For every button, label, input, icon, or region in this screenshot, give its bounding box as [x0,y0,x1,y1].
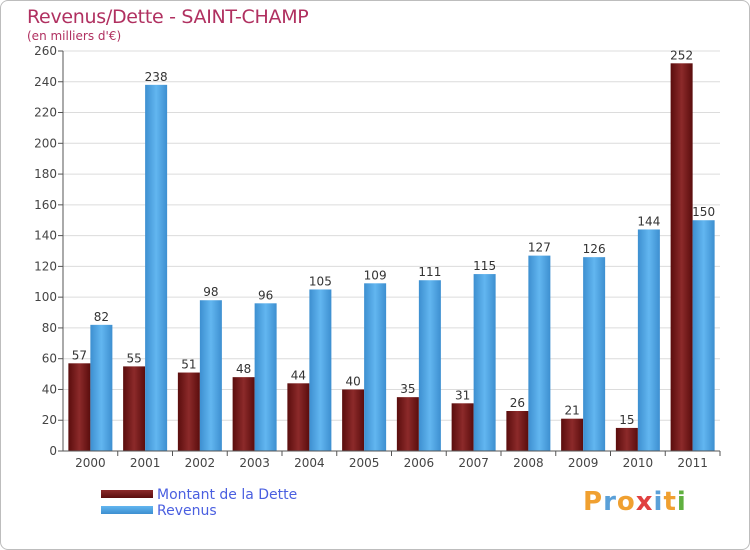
logo-letter: P [583,487,604,517]
proxiti-logo: Proxiti [583,487,687,517]
x-tick-label: 2006 [404,456,435,470]
x-tick-label: 2003 [239,456,270,470]
bar-debt-2006 [396,397,419,451]
x-tick-label: 2007 [458,456,489,470]
logo-letter: x [635,487,654,517]
legend-swatch-debt [101,490,153,498]
data-label: 98 [203,285,218,299]
y-tick-label: 260 [34,44,57,58]
chart-subtitle: (en milliers d'€) [27,29,122,43]
bar-revenue-2002 [199,300,222,451]
data-label: 48 [236,362,251,376]
data-label: 51 [181,358,196,372]
chart-title: Revenus/Dette - SAINT-CHAMP [27,6,309,28]
y-tick-label: 240 [34,75,57,89]
data-label: 238 [145,70,168,84]
bar-revenue-2001 [145,84,168,451]
data-label: 55 [126,351,141,365]
bar-debt-2010 [615,427,638,451]
y-tick-label: 80 [42,321,57,335]
data-label: 44 [291,368,306,382]
bar-debt-2004 [287,383,310,451]
y-tick-label: 180 [34,167,57,181]
y-tick-label: 160 [34,198,57,212]
x-tick-label: 2010 [623,456,654,470]
data-label: 150 [692,205,715,219]
bar-revenue-2007 [473,274,496,451]
data-label: 252 [670,48,693,62]
bar-revenue-2008 [528,255,551,451]
y-tick-label: 100 [34,290,57,304]
x-tick-label: 2008 [513,456,544,470]
data-label: 127 [528,241,551,255]
x-tick-label: 2009 [568,456,599,470]
data-label: 57 [72,348,87,362]
bar-debt-2008 [506,411,529,451]
bar-debt-2002 [177,372,200,451]
bar-debt-2005 [342,389,365,451]
logo-letter: r [603,487,617,517]
bar-debt-2007 [451,403,474,451]
bar-debt-2001 [123,366,146,451]
logo-letter: o [616,487,636,517]
data-label: 111 [418,265,441,279]
data-label: 82 [94,310,109,324]
x-tick-label: 2004 [294,456,325,470]
logo-letter: i [676,487,687,517]
y-tick-label: 220 [34,106,57,120]
x-tick-label: 2005 [349,456,380,470]
logo-letter: i [653,487,664,517]
data-label: 26 [510,396,525,410]
y-tick-label: 60 [42,352,57,366]
y-tick-label: 20 [42,413,57,427]
data-label: 40 [345,374,360,388]
data-label: 96 [258,288,273,302]
bar-revenue-2009 [583,257,606,451]
bar-debt-2000 [68,363,91,451]
bar-revenue-2000 [90,324,113,451]
legend-label-debt: Montant de la Dette [157,487,298,503]
x-tick-label: 2000 [75,456,106,470]
legend-swatch-revenue [101,506,153,514]
y-tick-label: 0 [49,444,57,458]
y-tick-label: 140 [34,229,57,243]
data-label: 21 [564,404,579,418]
data-label: 35 [400,382,415,396]
x-tick-label: 2002 [185,456,216,470]
bar-revenue-2010 [637,229,660,451]
data-label: 15 [619,413,634,427]
x-tick-label: 2001 [130,456,161,470]
bar-revenue-2005 [364,283,387,451]
bar-revenue-2004 [309,289,332,451]
bar-debt-2009 [561,418,584,451]
y-tick-label: 200 [34,136,57,150]
bar-revenue-2003 [254,303,277,451]
data-label: 115 [473,259,496,273]
data-label: 109 [364,268,387,282]
bar-revenue-2006 [418,280,441,451]
data-label: 126 [583,242,606,256]
x-tick-label: 2011 [677,456,708,470]
data-label: 105 [309,274,332,288]
y-tick-label: 120 [34,259,57,273]
data-label: 144 [637,214,660,228]
logo-letter: t [663,487,677,517]
data-label: 31 [455,388,470,402]
legend-label-revenue: Revenus [157,503,217,519]
bar-debt-2003 [232,377,255,451]
y-tick-label: 40 [42,382,57,396]
bar-revenue-2011 [692,220,715,451]
bar-debt-2011 [670,63,693,452]
